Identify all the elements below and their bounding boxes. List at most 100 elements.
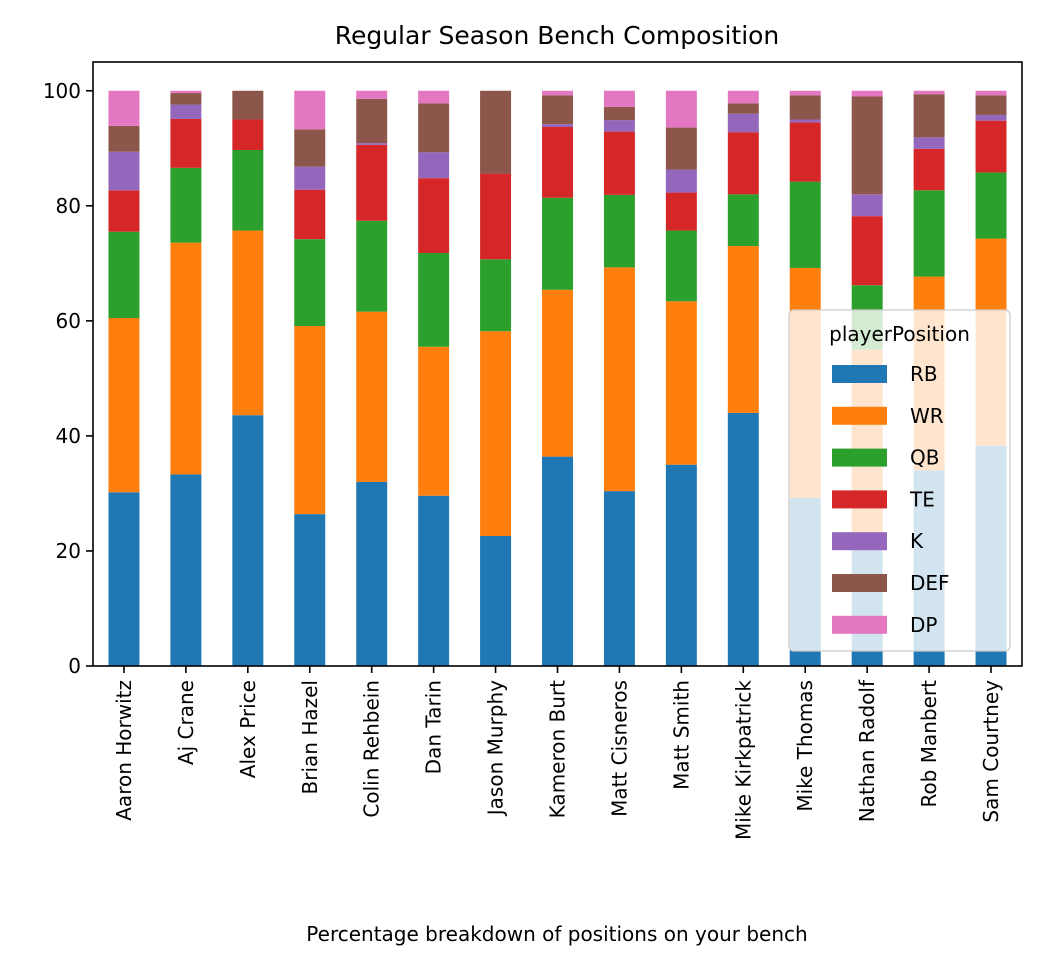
y-tick-label: 100 [43, 79, 81, 103]
bar-wr-jason-murphy [480, 331, 512, 536]
bar-dp-kameron-burt [542, 90, 573, 96]
x-tick-label: Alex Price [236, 680, 260, 778]
legend-swatch-wr [832, 406, 887, 425]
bar-k-brian-hazel [294, 166, 326, 190]
bar-def-mike-kirkpatrick [727, 103, 759, 114]
bar-k-aaron-horwitz [108, 151, 140, 191]
bar-k-rob-manbert [913, 137, 945, 149]
bar-def-sam-courtney [975, 95, 1007, 115]
legend-swatch-te [832, 490, 887, 509]
x-tick-label: Matt Smith [669, 680, 693, 790]
bar-wr-mike-kirkpatrick [727, 246, 759, 413]
bar-te-alex-price [232, 119, 264, 151]
bar-qb-rob-manbert [913, 190, 945, 277]
bar-te-kameron-burt [542, 127, 573, 198]
x-tick-label: Mike Kirkpatrick [731, 680, 755, 840]
x-tick-label: Aj Crane [174, 680, 198, 765]
bar-def-aj-crane [170, 93, 202, 105]
x-axis-label: Percentage breakdown of positions on you… [306, 922, 807, 946]
bar-te-mike-kirkpatrick [727, 132, 759, 195]
bar-dp-mike-thomas [789, 90, 821, 96]
bar-dp-aaron-horwitz [108, 90, 140, 126]
bar-te-sam-courtney [975, 120, 1007, 173]
bar-qb-aaron-horwitz [108, 231, 140, 318]
bar-dp-matt-smith [665, 90, 697, 128]
bar-te-colin-rehbein [356, 144, 388, 221]
bar-dp-colin-rehbein [356, 90, 388, 99]
bar-def-matt-cisneros [603, 106, 635, 121]
bar-te-mike-thomas [789, 122, 821, 182]
bar-wr-dan-tarin [418, 346, 450, 496]
legend-label-wr: WR [910, 404, 944, 428]
bar-te-matt-smith [665, 192, 697, 231]
y-tick-label: 60 [56, 309, 81, 333]
bar-def-colin-rehbein [356, 98, 388, 144]
bar-te-jason-murphy [480, 173, 512, 260]
bar-qb-mike-kirkpatrick [727, 194, 759, 247]
bar-def-dan-tarin [418, 103, 450, 153]
bar-rb-alex-price [232, 415, 264, 666]
bar-wr-alex-price [232, 230, 264, 416]
bar-qb-jason-murphy [480, 259, 512, 332]
legend: playerPosition RB WR QB TE K DEF DP [788, 309, 1011, 652]
bar-def-rob-manbert [913, 94, 945, 138]
legend-swatch-k [832, 532, 887, 551]
bar-k-mike-thomas [789, 119, 821, 123]
bar-dp-dan-tarin [418, 90, 450, 104]
chart-title: Regular Season Bench Composition [335, 21, 780, 50]
legend-label-rb: RB [910, 362, 938, 386]
bar-qb-matt-cisneros [603, 194, 635, 268]
legend-box [788, 309, 1011, 652]
bar-k-sam-courtney [975, 114, 1007, 121]
bar-te-dan-tarin [418, 178, 450, 253]
legend-title: playerPosition [829, 322, 970, 346]
bar-k-dan-tarin [418, 152, 450, 179]
bar-qb-brian-hazel [294, 239, 326, 327]
bar-qb-aj-crane [170, 167, 202, 243]
bar-rb-kameron-burt [542, 456, 573, 666]
bar-qb-sam-courtney [975, 172, 1007, 239]
bar-k-matt-cisneros [603, 120, 635, 132]
y-tick-label: 40 [56, 424, 81, 448]
bar-qb-dan-tarin [418, 252, 450, 347]
bar-te-aaron-horwitz [108, 190, 140, 232]
bar-rb-brian-hazel [294, 514, 326, 666]
bar-dp-sam-courtney [975, 90, 1007, 96]
bar-wr-matt-smith [665, 301, 697, 465]
bar-k-mike-kirkpatrick [727, 113, 759, 133]
bar-te-aj-crane [170, 118, 202, 168]
bar-def-mike-thomas [789, 95, 821, 120]
bar-def-alex-price [232, 90, 264, 120]
x-tick-label: Mike Thomas [793, 680, 817, 812]
bar-dp-mike-kirkpatrick [727, 90, 759, 104]
bar-rb-matt-smith [665, 464, 697, 666]
bar-def-brian-hazel [294, 129, 326, 167]
bar-def-aaron-horwitz [108, 125, 140, 152]
bar-wr-aj-crane [170, 242, 202, 475]
x-tick-label: Jason Murphy [484, 680, 508, 817]
x-tick-label: Rob Manbert [917, 680, 941, 808]
bar-te-rob-manbert [913, 148, 945, 191]
x-tick-label: Nathan Radolf [855, 679, 879, 822]
bar-rb-dan-tarin [418, 495, 450, 666]
bar-qb-matt-smith [665, 230, 697, 302]
legend-swatch-qb [832, 448, 887, 467]
legend-swatch-def [832, 574, 887, 592]
x-tick-label: Colin Rehbein [360, 680, 384, 818]
bar-def-matt-smith [665, 127, 697, 170]
bar-k-matt-smith [665, 169, 697, 193]
y-tick-label: 0 [68, 654, 81, 678]
bar-dp-matt-cisneros [603, 90, 635, 107]
bar-rb-aj-crane [170, 474, 202, 666]
bar-def-nathan-radolf [851, 96, 883, 195]
bar-rb-mike-kirkpatrick [727, 412, 759, 666]
x-tick-label: Dan Tarin [422, 680, 446, 774]
x-tick-label: Matt Cisneros [607, 680, 631, 817]
bar-k-colin-rehbein [356, 143, 388, 145]
x-tick-label: Sam Courtney [979, 680, 1003, 823]
bar-def-kameron-burt [542, 95, 573, 125]
legend-label-te: TE [909, 487, 935, 511]
legend-label-dp: DP [910, 613, 937, 637]
bar-wr-colin-rehbein [356, 311, 388, 482]
